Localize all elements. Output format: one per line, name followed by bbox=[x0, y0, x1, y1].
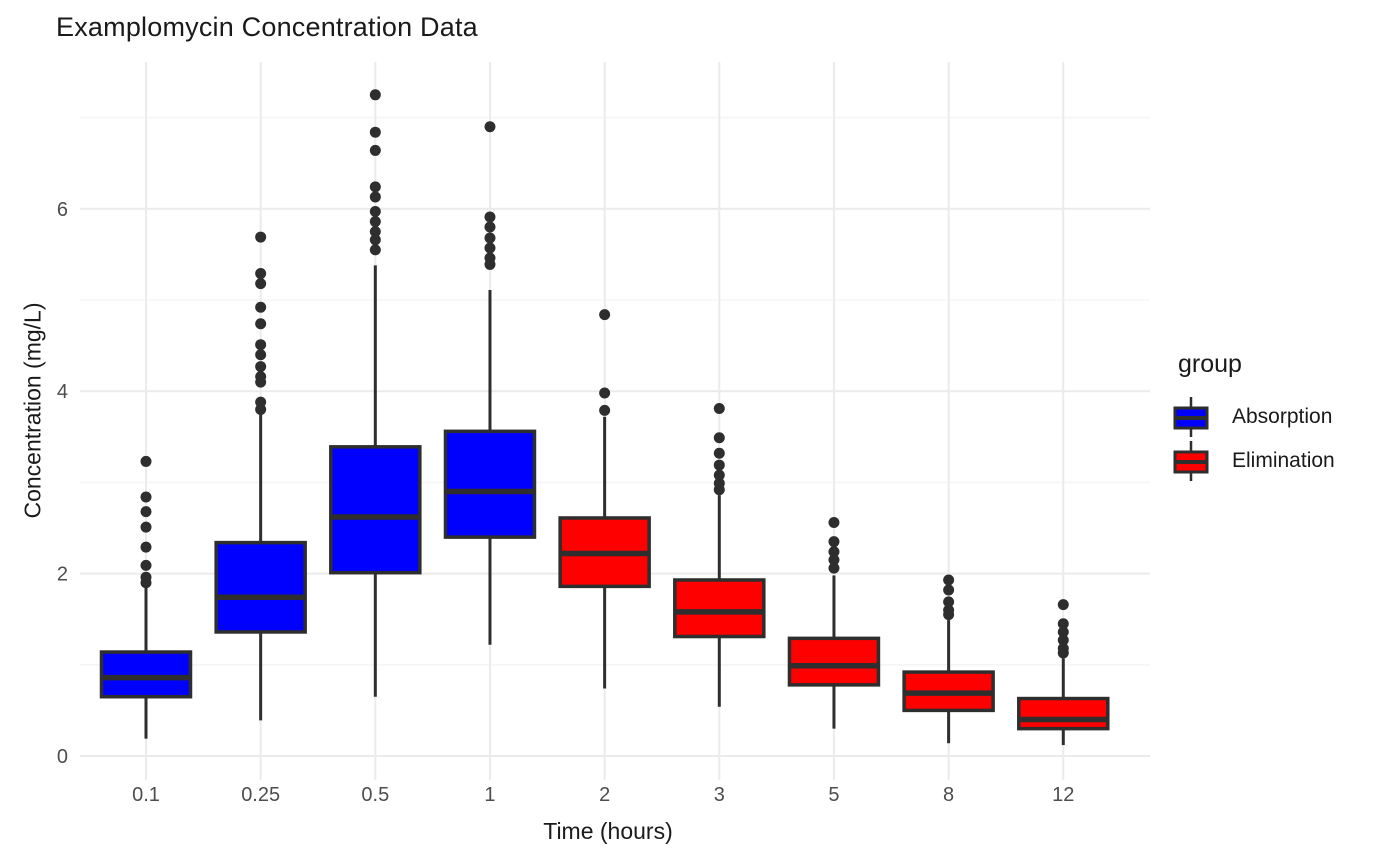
x-tick-label: 0.1 bbox=[132, 784, 160, 806]
outlier-point bbox=[943, 574, 955, 586]
outlier-point bbox=[713, 477, 725, 489]
outlier-point bbox=[255, 339, 267, 351]
outlier-point bbox=[369, 126, 381, 138]
outlier-point bbox=[713, 447, 725, 459]
outlier-point bbox=[599, 309, 611, 321]
outlier-point bbox=[828, 517, 840, 529]
y-tick-label: 4 bbox=[57, 381, 68, 403]
boxplot-3h-elimination bbox=[673, 403, 766, 707]
x-tick-label: 2 bbox=[599, 784, 610, 806]
box-iqr bbox=[673, 578, 766, 639]
outlier-point bbox=[255, 231, 267, 243]
x-tick-label: 0.5 bbox=[361, 784, 389, 806]
outlier-point bbox=[713, 403, 725, 415]
outlier-point bbox=[713, 459, 725, 471]
boxplot-key-icon bbox=[1173, 397, 1209, 437]
boxplot-0.5h-absorption bbox=[329, 89, 422, 697]
outlier-point bbox=[484, 242, 496, 254]
x-tick-label: 8 bbox=[943, 784, 954, 806]
outlier-point bbox=[255, 349, 267, 361]
outlier-point bbox=[140, 521, 152, 533]
box-iqr bbox=[99, 650, 193, 699]
legend: group Absorption Elimination bbox=[1172, 350, 1335, 483]
outlier-point bbox=[369, 234, 381, 246]
outlier-point bbox=[828, 546, 840, 558]
x-tick-label: 1 bbox=[484, 784, 495, 806]
outlier-point bbox=[599, 387, 611, 399]
boxplot-1h-absorption bbox=[443, 121, 537, 645]
outlier-point bbox=[255, 278, 267, 290]
outlier-point bbox=[255, 371, 267, 383]
x-axis-title: Time (hours) bbox=[543, 818, 673, 844]
outlier-point bbox=[255, 318, 267, 330]
boxplot-0.25h-absorption bbox=[214, 231, 307, 721]
outlier-point bbox=[943, 584, 955, 596]
boxplot-5h-elimination bbox=[787, 517, 881, 729]
boxplot-key-icon bbox=[1173, 441, 1209, 481]
x-tick-label: 12 bbox=[1052, 784, 1074, 806]
outlier-point bbox=[1057, 642, 1069, 654]
outlier-point bbox=[140, 571, 152, 583]
outlier-point bbox=[369, 244, 381, 256]
outlier-point bbox=[369, 216, 381, 228]
outlier-point bbox=[140, 455, 152, 467]
outlier-point bbox=[140, 491, 152, 503]
outlier-point bbox=[484, 121, 496, 133]
boxplot-8h-elimination bbox=[902, 574, 995, 744]
x-tick-label: 0.25 bbox=[241, 784, 280, 806]
outlier-point bbox=[1057, 599, 1069, 611]
outlier-point bbox=[484, 211, 496, 223]
x-tick-label: 5 bbox=[828, 784, 839, 806]
box-iqr bbox=[787, 636, 881, 687]
chart-title: Examplomycin Concentration Data bbox=[56, 12, 478, 42]
y-tick-label: 6 bbox=[57, 199, 68, 221]
outlier-point bbox=[140, 506, 152, 518]
outlier-point bbox=[713, 469, 725, 481]
outlier-point bbox=[369, 144, 381, 156]
outlier-point bbox=[369, 206, 381, 218]
boxplot-0.1h-absorption bbox=[99, 455, 193, 739]
legend-label-elimination: Elimination bbox=[1232, 449, 1335, 472]
outlier-point bbox=[255, 301, 267, 313]
outlier-point bbox=[713, 432, 725, 444]
outlier-point bbox=[140, 541, 152, 553]
box-iqr bbox=[329, 445, 422, 575]
outlier-point bbox=[484, 221, 496, 233]
outlier-point bbox=[255, 268, 267, 280]
boxplot-12h-elimination bbox=[1017, 599, 1110, 746]
outlier-point bbox=[1057, 634, 1069, 646]
outlier-point bbox=[255, 361, 267, 373]
outlier-point bbox=[255, 396, 267, 408]
legend-title: group bbox=[1178, 350, 1242, 378]
legend-item-absorption: Absorption bbox=[1172, 395, 1335, 439]
outlier-point bbox=[140, 559, 152, 571]
outlier-point bbox=[369, 226, 381, 238]
outlier-point bbox=[484, 232, 496, 244]
outlier-point bbox=[1057, 618, 1069, 630]
legend-item-elimination: Elimination bbox=[1172, 439, 1335, 483]
boxplot-2h-elimination bbox=[558, 309, 651, 689]
box-iqr bbox=[443, 429, 537, 539]
outlier-point bbox=[599, 404, 611, 416]
x-tick-label: 3 bbox=[714, 784, 725, 806]
outlier-point bbox=[828, 536, 840, 548]
outlier-point bbox=[369, 181, 381, 193]
legend-label-absorption: Absorption bbox=[1232, 405, 1333, 428]
outlier-point bbox=[943, 596, 955, 608]
y-tick-label: 2 bbox=[57, 564, 68, 586]
outlier-point bbox=[1057, 626, 1069, 638]
outlier-point bbox=[369, 191, 381, 203]
outlier-point bbox=[943, 604, 955, 616]
outlier-point bbox=[484, 252, 496, 264]
box-iqr bbox=[214, 540, 307, 634]
y-tick-label: 0 bbox=[57, 746, 68, 768]
box-iqr bbox=[1017, 696, 1110, 731]
outlier-point bbox=[828, 562, 840, 574]
outlier-point bbox=[828, 554, 840, 566]
outlier-point bbox=[369, 89, 381, 101]
